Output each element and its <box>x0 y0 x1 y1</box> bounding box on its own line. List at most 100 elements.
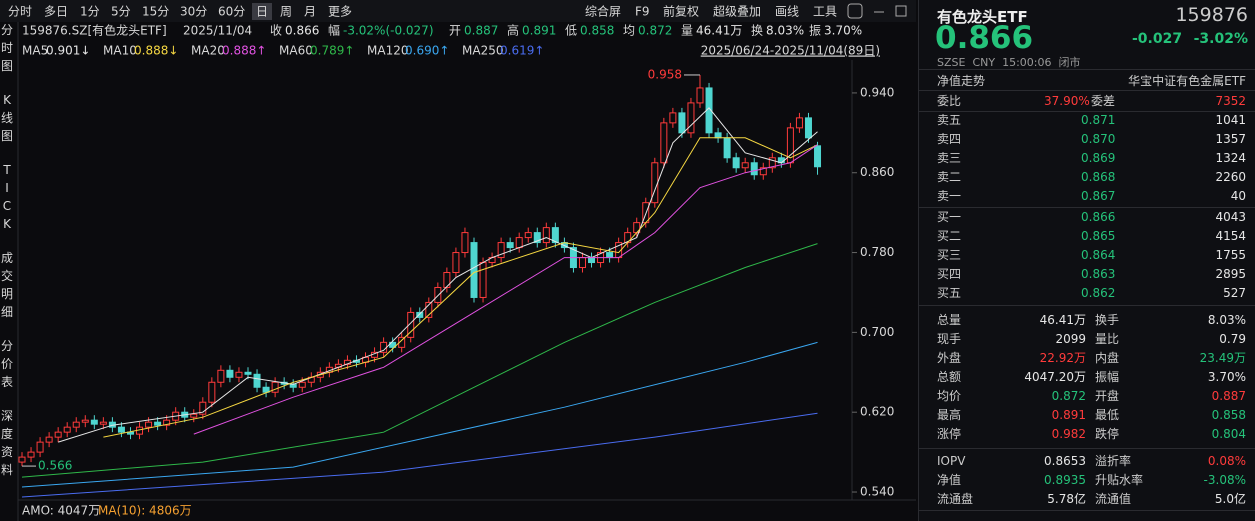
cell: 0.887 <box>1211 389 1246 403</box>
row: 买五 0.862 527 <box>919 284 1255 303</box>
y-tick-label: 0.540 <box>860 485 894 499</box>
symbol: 159876.SZ[有色龙头ETF] <box>22 24 167 38</box>
cell: 0.08% <box>1207 454 1246 468</box>
cell: 委差 <box>1091 94 1116 108</box>
candle-body <box>99 421 107 425</box>
tab[interactable]: 月 <box>304 5 316 19</box>
candle-body <box>63 426 71 433</box>
cell: 40 <box>1230 189 1246 203</box>
ma-value: 0.901↓ <box>46 44 90 58</box>
cell: 3.70% <box>1207 370 1246 384</box>
tool[interactable]: 综合屏 <box>585 4 621 19</box>
side-tab[interactable]: K 线图 <box>1 93 13 143</box>
cell: 0.891 <box>1051 408 1086 422</box>
side-tab[interactable]: 分时图 <box>1 23 13 73</box>
sep <box>919 111 1255 112</box>
cell: 最高 <box>937 408 962 422</box>
tab[interactable]: 15分 <box>142 5 169 19</box>
candle-body <box>163 419 171 426</box>
info-label: 开 <box>449 24 461 38</box>
cell: 0.866 <box>1081 210 1116 224</box>
cell: 均价 <box>937 389 962 403</box>
tab[interactable]: 多日 <box>44 5 68 19</box>
side-tab[interactable]: 分价表 <box>1 339 13 389</box>
tool[interactable]: 超级叠加 <box>713 4 761 19</box>
cell: 0.871 <box>1081 113 1116 127</box>
info-value: 0.858 <box>580 24 614 38</box>
candle-body <box>36 441 44 453</box>
cell: 卖四 <box>937 132 962 146</box>
cell: 涨停 <box>937 427 962 441</box>
sep <box>919 90 1255 91</box>
cell: 买二 <box>937 229 962 243</box>
info-label: 收 <box>270 24 282 38</box>
tool[interactable]: F9 <box>635 5 650 19</box>
candle-body <box>235 371 243 378</box>
candle-body <box>768 157 776 169</box>
info-label: 幅 <box>328 23 340 38</box>
y-tick-label: 0.700 <box>860 325 894 339</box>
tab[interactable]: 60分 <box>218 5 245 19</box>
cell: 1041 <box>1215 113 1246 127</box>
cell: 0.867 <box>1081 189 1116 203</box>
candle-body <box>732 157 740 169</box>
stock-code: 159876 <box>1175 4 1248 26</box>
cell: 23.49万 <box>1199 351 1246 365</box>
candle-body <box>425 301 433 318</box>
tab[interactable]: 30分 <box>180 5 207 19</box>
tab[interactable]: 日 <box>256 5 268 19</box>
tab[interactable]: 分时 <box>8 5 32 19</box>
row: 涨停 0.982 跌停 0.804 <box>919 425 1255 444</box>
candle-body <box>443 272 451 288</box>
info-value: 46.41万 <box>696 24 742 38</box>
candle-body <box>434 286 442 303</box>
candle-body <box>452 252 460 274</box>
side-tab[interactable]: 成交明细 <box>1 251 13 319</box>
fund-name: 华宝中证有色金属ETF <box>1128 74 1246 88</box>
cell: 换手 <box>1095 313 1120 327</box>
settings-icon[interactable] <box>847 3 863 19</box>
candle-body <box>678 112 686 134</box>
info-label: 低 <box>565 24 577 38</box>
candle-body <box>606 252 614 259</box>
side-tab[interactable]: 深度资料 <box>1 409 13 477</box>
meta: SZSE CNY 15:00:06 闭市 <box>937 56 1081 69</box>
tab[interactable]: 更多 <box>328 5 352 19</box>
change-pct: -3.02% <box>1193 31 1248 47</box>
tool[interactable]: 工具 <box>813 5 837 19</box>
tool[interactable]: 前复权 <box>663 4 699 19</box>
ma-name: MA120 <box>367 44 408 58</box>
quote-panel: 有色龙头ETF 159876 0.866 -0.027 -3.02% SZSE CNY 1… <box>918 0 1255 521</box>
tab[interactable]: 周 <box>280 5 292 19</box>
tab[interactable]: 1分 <box>80 5 100 19</box>
cell: 8.03% <box>1207 313 1246 327</box>
tab[interactable]: 5分 <box>111 5 131 19</box>
stock-name: 有色龙头ETF <box>937 8 1028 26</box>
cell: 净值 <box>937 473 962 487</box>
nav-label[interactable]: 净值走势 <box>937 74 986 88</box>
cell: 0.8935 <box>1044 473 1086 487</box>
change: -0.027 <box>1132 31 1183 47</box>
cell: 0.865 <box>1081 229 1116 243</box>
tool[interactable]: 画线 <box>775 5 799 19</box>
cell: 升贴水率 <box>1095 473 1144 487</box>
info-label: 换 <box>751 24 763 38</box>
sep <box>919 448 1255 449</box>
info-value: 0.891 <box>522 24 556 38</box>
row: 现手 2099 量比 0.79 <box>919 330 1255 349</box>
candle-body <box>154 421 162 426</box>
row: 卖四 0.870 1357 <box>919 130 1255 149</box>
sep <box>919 510 1255 511</box>
restore-icon[interactable] <box>895 5 907 17</box>
cell: 开盘 <box>1095 389 1120 403</box>
row: 外盘 22.92万 内盘 23.49万 <box>919 349 1255 368</box>
cell: 7352 <box>1215 94 1246 108</box>
row: IOPV 0.8653 溢折率 0.08% <box>919 452 1255 471</box>
ma-line <box>193 144 818 435</box>
row: 买二 0.865 4154 <box>919 227 1255 246</box>
info-label: 量 <box>681 24 693 38</box>
y-tick-label: 0.780 <box>860 245 894 259</box>
chart: » 分时多日1分5分15分30分60分日周月更多综合屏F9前复权超级叠加画线工具… <box>0 3 916 521</box>
